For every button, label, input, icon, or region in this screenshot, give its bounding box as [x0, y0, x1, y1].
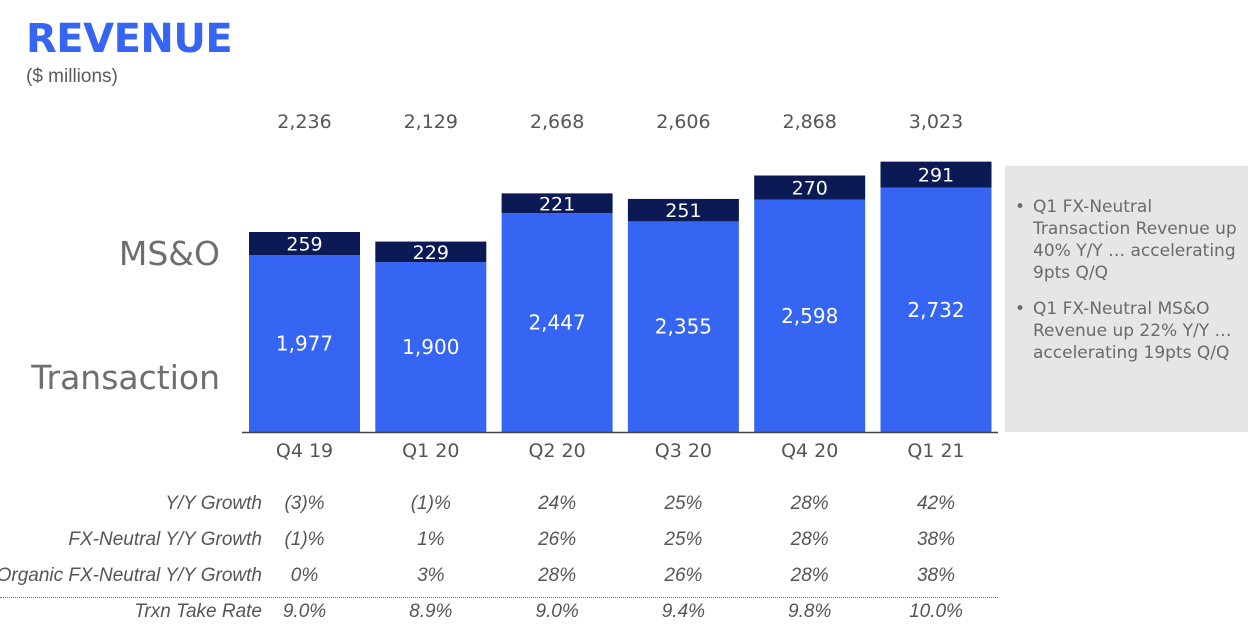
- metric-value: 26%: [538, 529, 577, 550]
- transaction-bar: [375, 262, 487, 432]
- total-value-label: 2,236: [277, 111, 331, 133]
- metric-value: 0%: [290, 565, 319, 586]
- bullet-icon: •: [1015, 197, 1026, 217]
- transaction-bar: [754, 199, 866, 432]
- metric-value: 28%: [790, 493, 829, 514]
- x-tick-label: Q4 20: [781, 440, 838, 462]
- transaction-value-label: 2,355: [655, 315, 712, 339]
- transaction-series-label: Transaction: [30, 358, 220, 397]
- callout-box: • Q1 FX-Neutral Transaction Revenue up 4…: [1005, 166, 1248, 432]
- mso-bar: [880, 161, 992, 188]
- callout-text: Q1 FX-Neutral MS&O Revenue up 22% Y/Y … …: [1033, 299, 1232, 363]
- mso-value-label: 221: [539, 193, 575, 215]
- transaction-bar: [501, 213, 613, 432]
- units-subtitle: ($ millions): [26, 66, 118, 87]
- transaction-value-label: 2,447: [528, 311, 585, 335]
- total-value-label: 2,606: [656, 111, 710, 133]
- x-tick-label: Q3 20: [655, 440, 712, 462]
- revenue-stacked-bar-chart: 1,977 259 2,236 Q4 19 1,900 229 2,129 Q1 20 2,44…: [30, 111, 998, 462]
- total-value-label: 3,023: [909, 111, 963, 133]
- mso-value-label: 229: [413, 242, 449, 264]
- metric-value: (1)%: [410, 493, 451, 514]
- transaction-value-label: 2,598: [781, 304, 838, 328]
- metric-value: 9.8%: [788, 601, 832, 622]
- total-value-label: 2,668: [530, 111, 584, 133]
- mso-bar: [501, 193, 613, 214]
- metric-value: 24%: [538, 493, 577, 514]
- mso-bar: [754, 175, 866, 200]
- metric-value: 26%: [664, 565, 703, 586]
- transaction-value-label: 1,900: [402, 335, 459, 359]
- metric-value: 25%: [664, 529, 703, 550]
- transaction-value-label: 1,977: [276, 332, 333, 356]
- transaction-value-label: 2,732: [907, 298, 964, 322]
- metric-value: 10.0%: [909, 601, 963, 622]
- metric-value: 38%: [916, 565, 956, 586]
- x-tick-label: Q1 20: [402, 440, 459, 462]
- mso-value-label: 251: [665, 200, 701, 222]
- mso-bar: [375, 241, 487, 263]
- mso-value-label: 291: [918, 165, 954, 187]
- metric-value: 9.4%: [661, 601, 706, 622]
- metric-value: 3%: [417, 565, 445, 586]
- mso-value-label: 259: [286, 234, 322, 256]
- metric-value: 25%: [664, 493, 703, 514]
- transaction-bar: [249, 255, 360, 432]
- mso-series-label: MS&O: [119, 234, 220, 273]
- metric-value: 9.0%: [282, 601, 327, 622]
- metric-row-label: Y/Y Growth: [165, 493, 262, 514]
- metric-value: 42%: [916, 493, 956, 514]
- x-tick-label: Q4 19: [276, 440, 333, 462]
- transaction-bar: [627, 221, 739, 432]
- metric-row-label: Organic FX-Neutral Y/Y Growth: [0, 565, 262, 586]
- page-title: REVENUE: [26, 16, 233, 62]
- total-value-label: 2,868: [782, 111, 836, 133]
- x-tick-label: Q2 20: [528, 440, 585, 462]
- metric-value: 38%: [916, 529, 956, 550]
- metric-value: 28%: [538, 565, 577, 586]
- transaction-bar: [880, 187, 992, 432]
- mso-bar: [249, 232, 360, 256]
- metric-value: 28%: [790, 565, 829, 586]
- metric-row-label: FX-Neutral Y/Y Growth: [68, 529, 262, 550]
- callout-item: • Q1 FX-Neutral Transaction Revenue up 4…: [1015, 196, 1240, 284]
- mso-bar: [627, 198, 739, 222]
- metric-value: (1)%: [284, 529, 325, 550]
- callout-item: • Q1 FX-Neutral MS&O Revenue up 22% Y/Y …: [1015, 298, 1240, 364]
- metric-value: 9.0%: [535, 601, 579, 622]
- bullet-icon: •: [1015, 299, 1026, 319]
- x-tick-label: Q1 21: [907, 440, 964, 462]
- metric-row-label: Trxn Take Rate: [134, 601, 262, 622]
- callout-text: Q1 FX-Neutral Transaction Revenue up 40%…: [1033, 197, 1237, 283]
- metric-value: 8.9%: [409, 601, 453, 622]
- metric-value: (3)%: [284, 493, 325, 514]
- table-divider: [0, 597, 998, 598]
- metric-value: 1%: [417, 529, 445, 550]
- mso-value-label: 270: [792, 178, 828, 200]
- metric-value: 28%: [790, 529, 829, 550]
- total-value-label: 2,129: [404, 111, 458, 133]
